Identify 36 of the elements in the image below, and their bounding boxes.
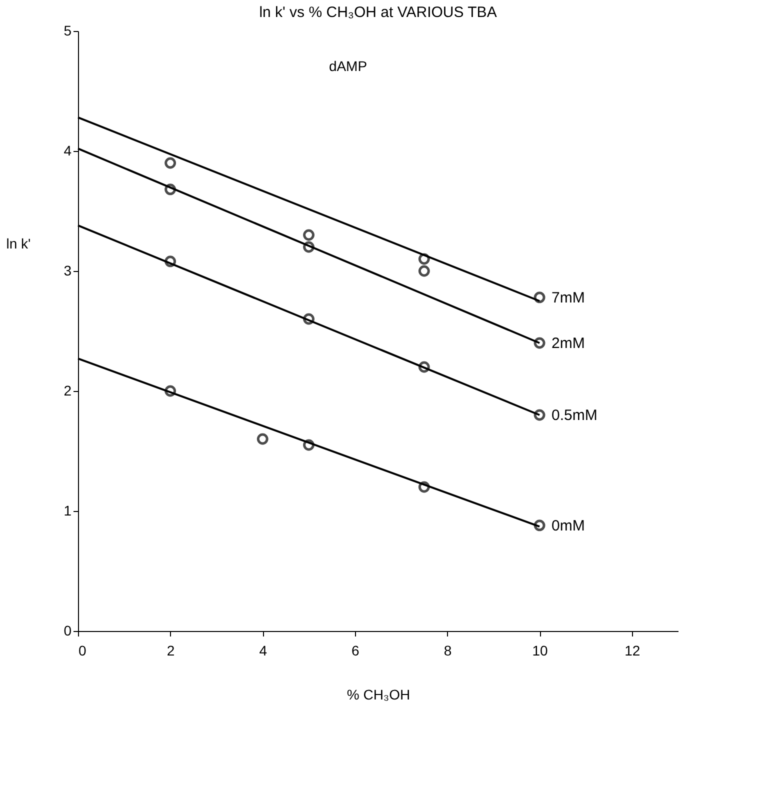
- y-tick-label: 1: [64, 502, 72, 518]
- y-tick-label: 2: [64, 382, 72, 398]
- x-tick-label: 6: [352, 642, 360, 658]
- y-axis-title: ln k': [6, 236, 31, 252]
- point: [303, 241, 314, 253]
- series-label: 0mM: [552, 517, 585, 534]
- x-axis-title: % CH₃OH: [346, 686, 410, 702]
- x-tick-label: 12: [624, 642, 640, 658]
- point: [303, 313, 314, 325]
- series-label: 2mM: [552, 335, 585, 352]
- point: [256, 433, 268, 445]
- point: [534, 520, 546, 532]
- y-tick-label: 4: [64, 142, 72, 158]
- point: [418, 481, 430, 493]
- series-label: 0.5mM: [552, 407, 598, 424]
- point: [418, 265, 430, 277]
- point: [534, 292, 546, 304]
- x-tick-label: 0: [78, 642, 86, 658]
- point: [164, 256, 176, 268]
- point: [418, 361, 430, 373]
- point: [164, 157, 176, 169]
- point: [303, 229, 314, 241]
- x-tick-label: 2: [166, 642, 175, 658]
- point: [303, 439, 314, 451]
- x-tick-label: 4: [259, 642, 268, 658]
- chart-title: ln k' vs % CH₃OH at VARIOUS TBA: [259, 4, 497, 21]
- y-tick-label: 3: [64, 262, 72, 278]
- y-tick-label: 5: [64, 22, 72, 38]
- x-tick-label: 8: [444, 642, 452, 658]
- point: [164, 385, 176, 397]
- point: [164, 184, 176, 196]
- y-tick-label: 0: [64, 622, 72, 638]
- series-label: 7mM: [552, 289, 585, 306]
- annotation: dAMP: [328, 58, 368, 74]
- point: [418, 253, 430, 265]
- x-tick-label: 10: [532, 642, 548, 658]
